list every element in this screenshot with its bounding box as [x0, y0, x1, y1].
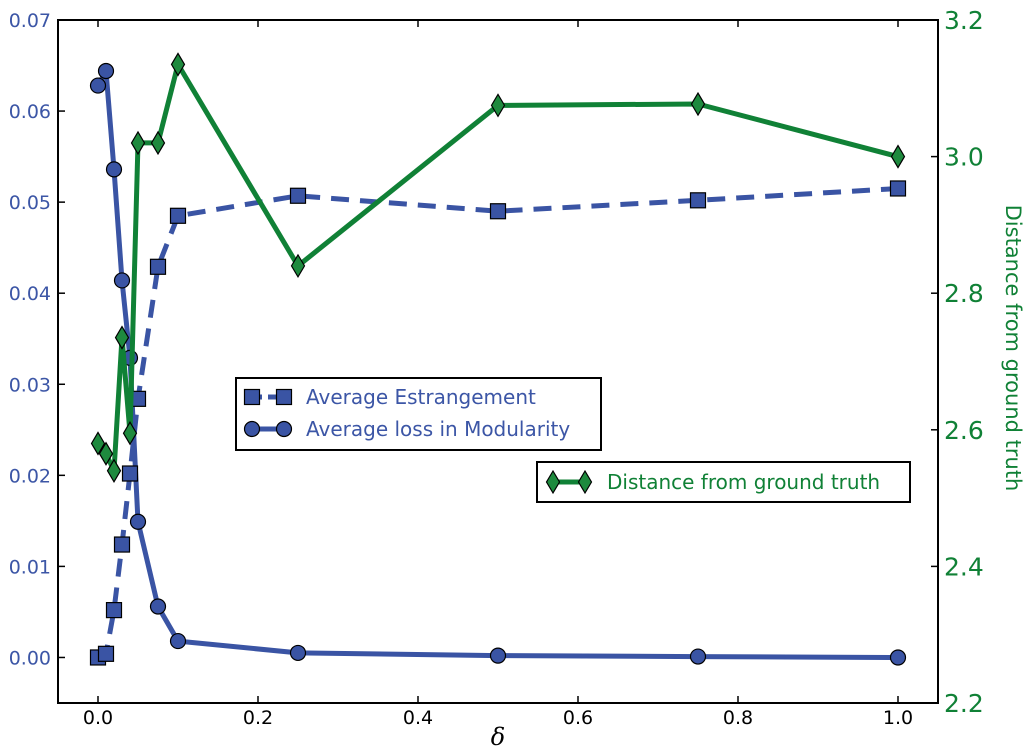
data-point-average-loss-in-modularity: [489, 647, 507, 664]
legend-left: Average Estrangement Average loss in Mod…: [235, 377, 602, 451]
x-tick-label: 0.8: [723, 707, 753, 729]
legend-marker: [545, 469, 561, 495]
x-tick-label: 0.6: [563, 707, 593, 729]
data-point-distance-from-ground-truth: [490, 93, 506, 118]
x-tick-label: 0.0: [83, 707, 113, 729]
data-point-average-loss-in-modularity: [889, 649, 907, 666]
x-axis-label: δ: [491, 723, 505, 747]
legend-distance-label: Distance from ground truth: [607, 470, 880, 494]
legend-estrangement-label: Average Estrangement: [306, 385, 536, 409]
y-left-tick-label: 0.02: [9, 465, 51, 487]
data-point-average-loss-in-modularity: [169, 632, 187, 650]
data-point-distance-from-ground-truth: [690, 91, 706, 117]
y-left-tick-label: 0.01: [9, 556, 51, 578]
data-point-average-loss-in-modularity: [689, 648, 707, 665]
data-point-distance-from-ground-truth: [106, 458, 122, 483]
data-point-distance-from-ground-truth: [890, 144, 906, 169]
data-point-average-loss-in-modularity: [89, 77, 107, 94]
series-layer: [89, 52, 907, 666]
data-point-average-estrangement: [489, 203, 507, 220]
data-point-average-estrangement: [113, 536, 131, 553]
legend-marker: [577, 469, 593, 495]
data-point-average-loss-in-modularity: [289, 644, 307, 662]
legend-marker: [243, 388, 261, 406]
legend-estrangement-symbol: [243, 388, 293, 406]
data-point-distance-from-ground-truth: [90, 431, 106, 456]
data-point-average-loss-in-modularity: [113, 272, 131, 289]
y-left-tick-label: 0.03: [9, 374, 51, 396]
data-point-average-estrangement: [97, 645, 115, 662]
y-left-tick-label: 0.00: [9, 647, 51, 669]
legend-marker: [243, 420, 261, 438]
ticks-layer: 0.0 0.2 0.4 0.6 0.8 1.0 0.00 0.01 0.02 0.03 0.04 0.…: [9, 6, 984, 729]
y-right-tick-label: 2.4: [944, 552, 984, 581]
legend-marker: [275, 420, 293, 438]
data-point-average-loss-in-modularity: [97, 62, 115, 80]
data-point-distance-from-ground-truth: [114, 325, 130, 350]
y-left-tick-label: 0.05: [9, 192, 51, 214]
y-left-tick-label: 0.06: [9, 101, 51, 123]
y-right-tick-label: 2.6: [944, 416, 984, 445]
x-tick-label: 1.0: [883, 707, 913, 729]
y-left-tick-label: 0.07: [9, 10, 51, 32]
legend-modularity-symbol: [243, 420, 293, 438]
data-point-average-loss-in-modularity: [105, 161, 123, 178]
y-right-tick-label: 3.0: [944, 143, 984, 172]
data-point-distance-from-ground-truth: [150, 130, 166, 156]
legend-modularity-label: Average loss in Modularity: [306, 417, 570, 441]
data-point-average-estrangement: [889, 180, 907, 197]
legend-right-box: [536, 461, 911, 503]
x-tick-label: 0.4: [403, 707, 433, 729]
plot-frame: [57, 19, 939, 704]
data-point-average-estrangement: [689, 192, 707, 209]
y-left-tick-label: 0.04: [9, 283, 51, 305]
data-point-average-estrangement: [169, 207, 187, 224]
data-point-average-estrangement: [105, 602, 123, 619]
legend-marker: [275, 388, 293, 406]
data-point-distance-from-ground-truth: [170, 52, 186, 77]
data-point-distance-from-ground-truth: [130, 130, 146, 156]
y-right-tick-label: 2.8: [944, 279, 984, 308]
series-line-average-loss-in-modularity: [95, 68, 899, 660]
data-point-average-estrangement: [289, 187, 307, 204]
legend-left-box: [235, 377, 602, 451]
x-tick-label: 0.2: [243, 707, 273, 729]
legend-distance-symbol: [545, 469, 593, 495]
data-point-average-estrangement: [121, 465, 139, 482]
data-point-average-loss-in-modularity: [129, 513, 147, 530]
right-axis-label: Distance from ground truth: [1001, 205, 1025, 492]
y-right-tick-label: 3.2: [944, 6, 984, 35]
data-point-distance-from-ground-truth: [98, 441, 114, 466]
y-right-tick-label: 2.2: [944, 689, 984, 718]
legend-right: Distance from ground truth: [536, 461, 911, 503]
data-point-distance-from-ground-truth: [122, 421, 138, 446]
data-point-average-loss-in-modularity: [149, 598, 167, 615]
data-point-distance-from-ground-truth: [290, 253, 306, 279]
data-point-average-estrangement: [149, 258, 167, 275]
